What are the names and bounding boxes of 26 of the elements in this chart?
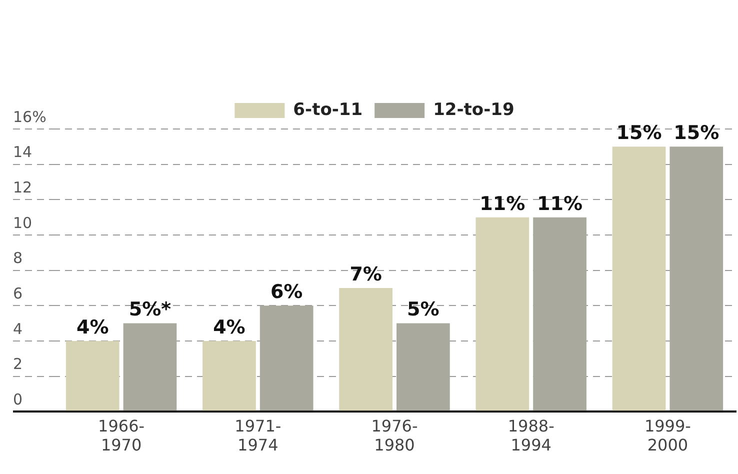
data-label: 4%: [213, 316, 246, 338]
y-tick-label: 16%: [13, 108, 46, 126]
y-tick-label: 14: [13, 143, 32, 162]
x-tick-label: 1976-1980: [371, 416, 418, 455]
x-tick-label: 1971-1974: [234, 416, 282, 455]
x-tick-label: 1999-2000: [644, 416, 691, 455]
x-tick-label: 1988-1994: [508, 416, 554, 455]
y-tick-label: 4: [13, 320, 23, 338]
y-tick-label: 8: [13, 249, 23, 268]
data-label: 11%: [537, 192, 583, 215]
x-tick-label: 1966-1970: [98, 416, 145, 455]
y-tick-label: 12: [13, 178, 32, 197]
y-tick-label: 6: [13, 284, 23, 303]
data-label: 5%: [407, 298, 440, 321]
data-label: 5%*: [128, 298, 172, 321]
y-tick-label: 2: [13, 355, 23, 374]
data-label: 15%: [616, 122, 662, 144]
y-tick-label: 0: [13, 390, 23, 408]
data-label: 15%: [674, 122, 720, 144]
legend-label: 6-to-11: [293, 100, 363, 120]
data-label: 11%: [480, 192, 526, 215]
y-tick-label: 10: [13, 214, 32, 232]
data-label: 4%: [76, 316, 109, 338]
data-label: 7%: [350, 263, 382, 286]
legend-label: 12-to-19: [433, 100, 514, 120]
data-label: 6%: [270, 281, 303, 304]
